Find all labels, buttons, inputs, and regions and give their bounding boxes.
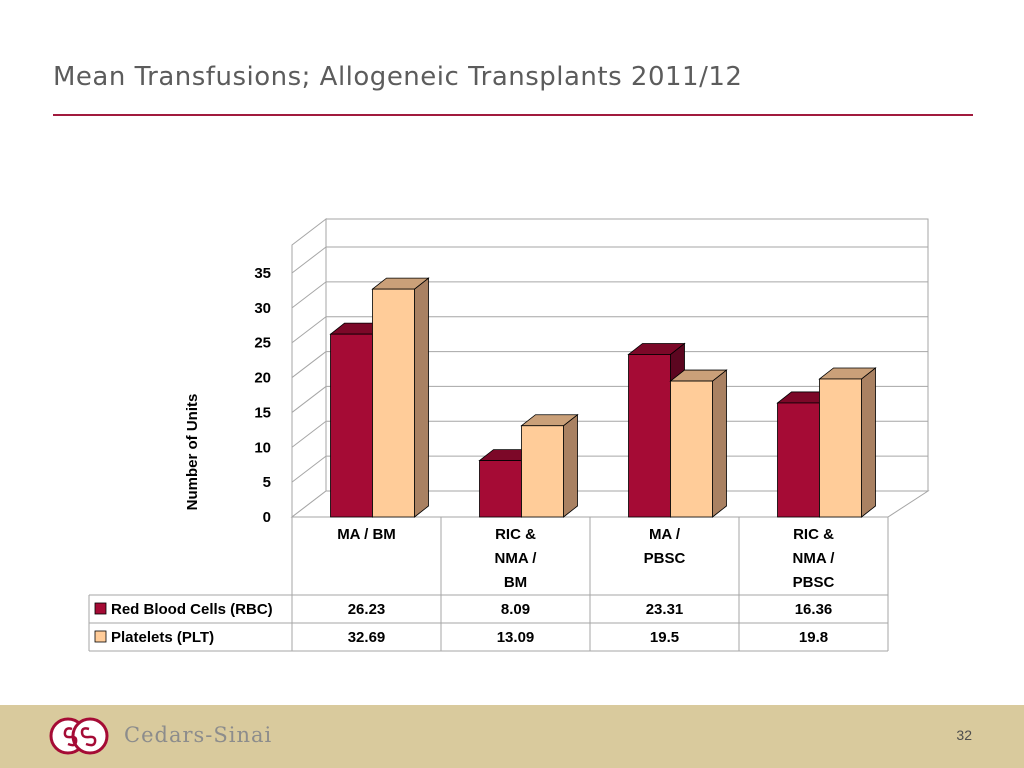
legend-label: Red Blood Cells (RBC): [111, 601, 273, 618]
bar-rbc: [777, 402, 820, 518]
bar-plt-side: [712, 369, 727, 518]
x-category-label: RIC &: [495, 526, 536, 543]
bar-chart: 0 5 10 15 20 25 30 35 Number of Units MA / BM RIC …: [88, 217, 930, 652]
footer-band: [0, 705, 1024, 768]
gridline-side: [291, 386, 327, 413]
y-tick-label: 35: [254, 265, 271, 282]
table-cell-value: 13.09: [497, 629, 535, 646]
logo-wordmark: Cedars-Sinai: [124, 723, 273, 747]
gridline-side: [291, 246, 327, 274]
gridline-side: [291, 281, 327, 309]
gridline-side: [291, 420, 327, 448]
x-category-label: MA / BM: [337, 526, 396, 543]
title-divider: [53, 114, 973, 116]
x-category-label: NMA /: [793, 550, 836, 567]
bar-rbc: [628, 354, 671, 518]
chart-side-wall: [291, 217, 327, 519]
table-cell-value: 32.69: [348, 629, 386, 646]
bar-plt-side: [563, 413, 578, 518]
y-tick-label: 30: [254, 300, 271, 317]
bar-plt-side: [414, 277, 429, 518]
gridline-side: [291, 316, 327, 344]
cedars-sinai-seal-icon: [49, 717, 109, 755]
slide-title: Mean Transfusions; Allogeneic Transplant…: [53, 62, 743, 92]
legend-swatch: [94, 602, 107, 615]
x-category-label: MA /: [649, 526, 681, 543]
x-category-label: PBSC: [793, 574, 835, 591]
gridline-side: [291, 351, 327, 378]
y-tick-label: 0: [263, 509, 271, 526]
table-cell-value: 8.09: [501, 601, 530, 618]
table-cell-value: 26.23: [348, 601, 386, 618]
y-tick-label: 10: [254, 439, 271, 456]
table-cell-value: 19.5: [650, 629, 679, 646]
x-category-label: RIC &: [793, 526, 834, 543]
bar-rbc: [330, 333, 373, 518]
bar-plt: [670, 380, 713, 518]
bar-plt: [819, 378, 862, 518]
x-category-label: PBSC: [644, 550, 686, 567]
y-tick-label: 25: [254, 335, 271, 352]
bar-plt: [372, 288, 415, 518]
y-tick-label: 15: [254, 404, 271, 421]
legend-label: Platelets (PLT): [111, 629, 214, 646]
y-tick-label: 5: [263, 474, 271, 491]
gridline-side: [291, 455, 327, 483]
page-number: 32: [956, 727, 972, 743]
y-tick-label: 20: [254, 370, 271, 387]
table-cell-value: 23.31: [646, 601, 684, 618]
x-category-label: BM: [504, 574, 527, 591]
table-cell-value: 16.36: [795, 601, 833, 618]
bar-rbc: [479, 460, 522, 518]
bar-plt-side: [861, 367, 876, 518]
table-cell-value: 19.8: [799, 629, 828, 646]
x-category-label: NMA /: [495, 550, 538, 567]
legend-swatch: [94, 630, 107, 643]
bar-plt: [521, 425, 564, 518]
y-axis-label: Number of Units: [184, 394, 201, 511]
